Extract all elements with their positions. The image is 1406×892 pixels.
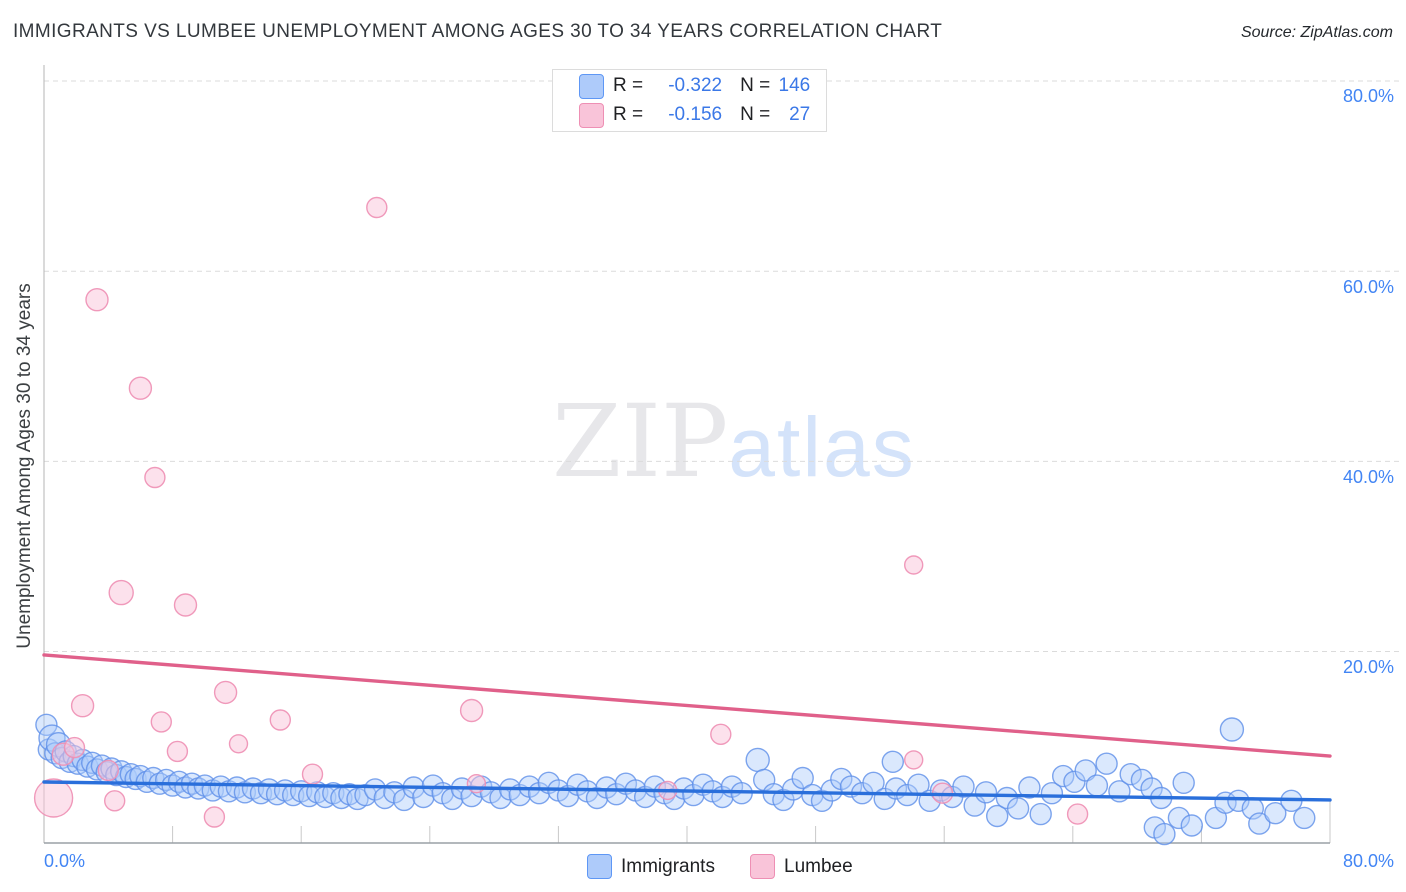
lumbee-bubble <box>166 740 189 763</box>
lumbee-bubble <box>366 196 388 219</box>
lumbee-bubble <box>904 750 924 770</box>
lumbee-bubble <box>103 790 126 812</box>
lumbee-bubble <box>150 711 173 733</box>
lumbee-bubble <box>466 774 487 794</box>
r-label: R = <box>613 104 644 125</box>
page-title: IMMIGRANTS VS LUMBEE UNEMPLOYMENT AMONG … <box>13 21 943 42</box>
r-label: R = <box>613 75 644 96</box>
lumbee-bubble <box>459 698 484 723</box>
bottom-legend-immigrants-label: Immigrants <box>621 855 715 877</box>
lumbee-bubble <box>269 709 291 731</box>
immigrants-bubble <box>1227 789 1250 812</box>
immigrants-bubble <box>1074 759 1097 782</box>
n-label: N = <box>740 75 771 96</box>
lumbee-bubble <box>710 723 732 745</box>
immigrants-bubble <box>1264 802 1287 825</box>
lumbee-bubble <box>301 763 324 785</box>
immigrants-bubble <box>1029 802 1052 826</box>
bottom-legend-lumbee: Lumbee <box>750 854 853 879</box>
r-value-immigrants: -0.322 <box>668 75 723 96</box>
lumbee-bubble <box>144 466 166 489</box>
immigrants-swatch-icon <box>579 73 604 99</box>
immigrants-bubble <box>1006 797 1030 820</box>
lumbee-bubble <box>203 806 226 828</box>
immigrants-bubble <box>974 781 998 804</box>
immigrants-bubble <box>1180 814 1204 837</box>
x-tick-max: 80.0% <box>1342 851 1394 871</box>
lumbee-bubble <box>904 555 924 575</box>
immigrants-bubble <box>1167 806 1191 830</box>
immigrants-bubble <box>1172 771 1195 794</box>
legend-row-lumbee: R = -0.156 N = 27 <box>553 102 826 128</box>
x-tick-min: 0.0% <box>44 851 86 871</box>
lumbee-bubble <box>33 778 74 818</box>
lumbee-bubble <box>228 734 249 754</box>
immigrants-bubble <box>1085 774 1109 797</box>
n-label: N = <box>740 104 771 125</box>
immigrants-bubble <box>952 775 975 798</box>
immigrants-bubble <box>1293 806 1316 830</box>
immigrants-bubble <box>820 779 843 802</box>
immigrants-bubble <box>392 788 416 812</box>
correlation-legend: R = -0.322 N = 146 R = -0.156 N = 27 <box>552 69 827 132</box>
immigrants-bubble <box>986 804 1009 828</box>
y-tick-20: 20.0% <box>1342 657 1394 677</box>
lumbee-bubble <box>173 593 198 617</box>
lumbee-bubble <box>108 579 134 606</box>
lumbee-bubble <box>128 376 153 400</box>
immigrants-trendline <box>42 780 1332 802</box>
r-value-lumbee: -0.156 <box>668 104 723 125</box>
y-tick-80: 80.0% <box>1342 86 1394 106</box>
bottom-legend-lumbee-label: Lumbee <box>784 855 853 877</box>
lumbee-bubble <box>85 288 109 312</box>
lumbee-bubble <box>97 759 120 782</box>
lumbee-swatch-icon <box>750 854 775 879</box>
immigrants-bubble <box>1040 782 1064 805</box>
immigrants-bubble <box>1219 717 1245 742</box>
immigrants-bubble <box>791 766 814 790</box>
lumbee-trendline <box>42 653 1332 758</box>
lumbee-swatch-icon <box>579 102 604 128</box>
source-attribution: Source: ZipAtlas.com <box>1240 24 1393 41</box>
immigrants-bubble <box>745 747 770 773</box>
immigrants-bubble <box>1051 764 1075 788</box>
immigrants-bubble <box>1063 770 1086 793</box>
n-value-immigrants: 146 <box>778 75 811 96</box>
immigrants-swatch-icon <box>587 854 612 879</box>
immigrants-bubble <box>1153 822 1176 846</box>
lumbee-bubble <box>63 736 86 759</box>
n-value-lumbee: 27 <box>789 104 811 125</box>
immigrants-bubble <box>1018 776 1041 799</box>
immigrants-bubble <box>1095 752 1118 775</box>
lumbee-bubble <box>213 680 238 705</box>
immigrants-bubble <box>881 750 904 773</box>
lumbee-bubble <box>1066 803 1089 825</box>
lumbee-bubble <box>70 694 95 718</box>
y-tick-40: 40.0% <box>1342 467 1394 487</box>
immigrants-bubble <box>1248 812 1271 835</box>
legend-row-immigrants: R = -0.322 N = 146 <box>553 73 826 99</box>
immigrants-bubble <box>1119 763 1142 786</box>
bottom-legend-immigrants: Immigrants <box>587 854 715 879</box>
y-tick-60: 60.0% <box>1342 277 1394 297</box>
